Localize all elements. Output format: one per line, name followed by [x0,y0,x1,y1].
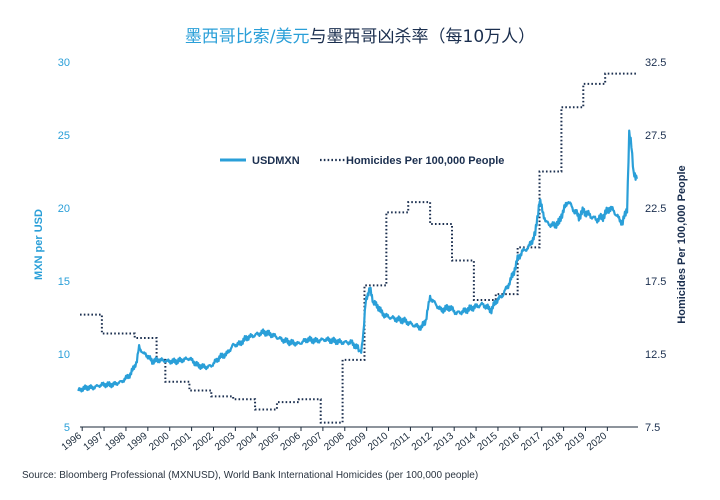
left-y-tick-label: 30 [58,57,70,69]
chart-title-part1: 墨西哥比索/美元 [185,27,310,47]
legend: USDMXN Homicides Per 100,000 People [220,155,504,167]
right-y-tick-label: 12.5 [645,349,666,361]
x-tick-label: 2009 [344,430,369,453]
chart-title-part2: 与墨西哥凶杀率（每10万人） [310,27,536,47]
x-tick-label: 1997 [82,430,107,453]
right-y-tick-label: 32.5 [645,57,666,69]
left-y-tick-label: 20 [58,203,70,215]
series-line-usdmxn [77,129,638,393]
right-y-tick-label: 27.5 [645,130,666,142]
right-y-tick-label: 22.5 [645,203,666,215]
x-tick-label: 2012 [410,430,435,453]
chart-title: 墨西哥比索/美元与墨西哥凶杀率（每10万人） [185,27,535,47]
left-y-axis-ticks: 5 10 15 20 25 30 [58,57,70,434]
left-y-tick-label: 5 [64,422,70,434]
left-y-tick-label: 10 [58,349,70,361]
right-y-tick-label: 17.5 [645,276,666,288]
x-tick-label: 2016 [497,430,522,453]
x-tick-label: 2011 [389,430,413,452]
legend-label-usdmxn: USDMXN [252,155,300,167]
x-tick-label: 2017 [519,430,544,453]
x-tick-label: 2008 [322,430,347,453]
x-tick-label: 2000 [147,430,172,453]
x-tick-label: 1999 [125,430,150,453]
x-tick-label: 2018 [541,430,566,453]
x-tick-label: 2020 [585,430,610,453]
x-tick-label: 2001 [169,430,194,453]
x-tick-label: 1998 [103,430,128,453]
x-tick-label: 2015 [475,430,500,453]
x-tick-label: 2003 [213,430,238,453]
x-tick-label: 2013 [432,430,457,453]
x-tick-label: 2007 [300,430,325,453]
x-tick-label: 2002 [191,430,216,453]
x-tick-label: 2019 [563,430,588,453]
x-tick-label: 2005 [257,430,282,453]
right-y-axis-label: Homicides Per 100,000 People [676,165,688,323]
legend-label-homicides: Homicides Per 100,000 People [346,155,504,167]
left-y-tick-label: 15 [58,276,70,288]
right-y-axis-ticks: 7.5 12.5 17.5 22.5 27.5 32.5 [645,57,666,434]
x-tick-label: 2010 [366,430,391,453]
x-tick-label: 2014 [454,430,479,453]
x-tick-label: 2006 [279,430,304,453]
series-line-homicides [80,72,637,424]
right-y-tick-label: 7.5 [645,422,660,434]
source-note: Source: Bloomberg Professional (MXNUSD),… [22,470,479,481]
x-axis-ticks: 1996199719981999200020012002200320042005… [60,427,610,453]
left-y-axis-label: MXN per USD [33,209,45,280]
x-tick-label: 2004 [235,430,260,453]
left-y-tick-label: 25 [58,130,70,142]
series-group [77,72,638,424]
